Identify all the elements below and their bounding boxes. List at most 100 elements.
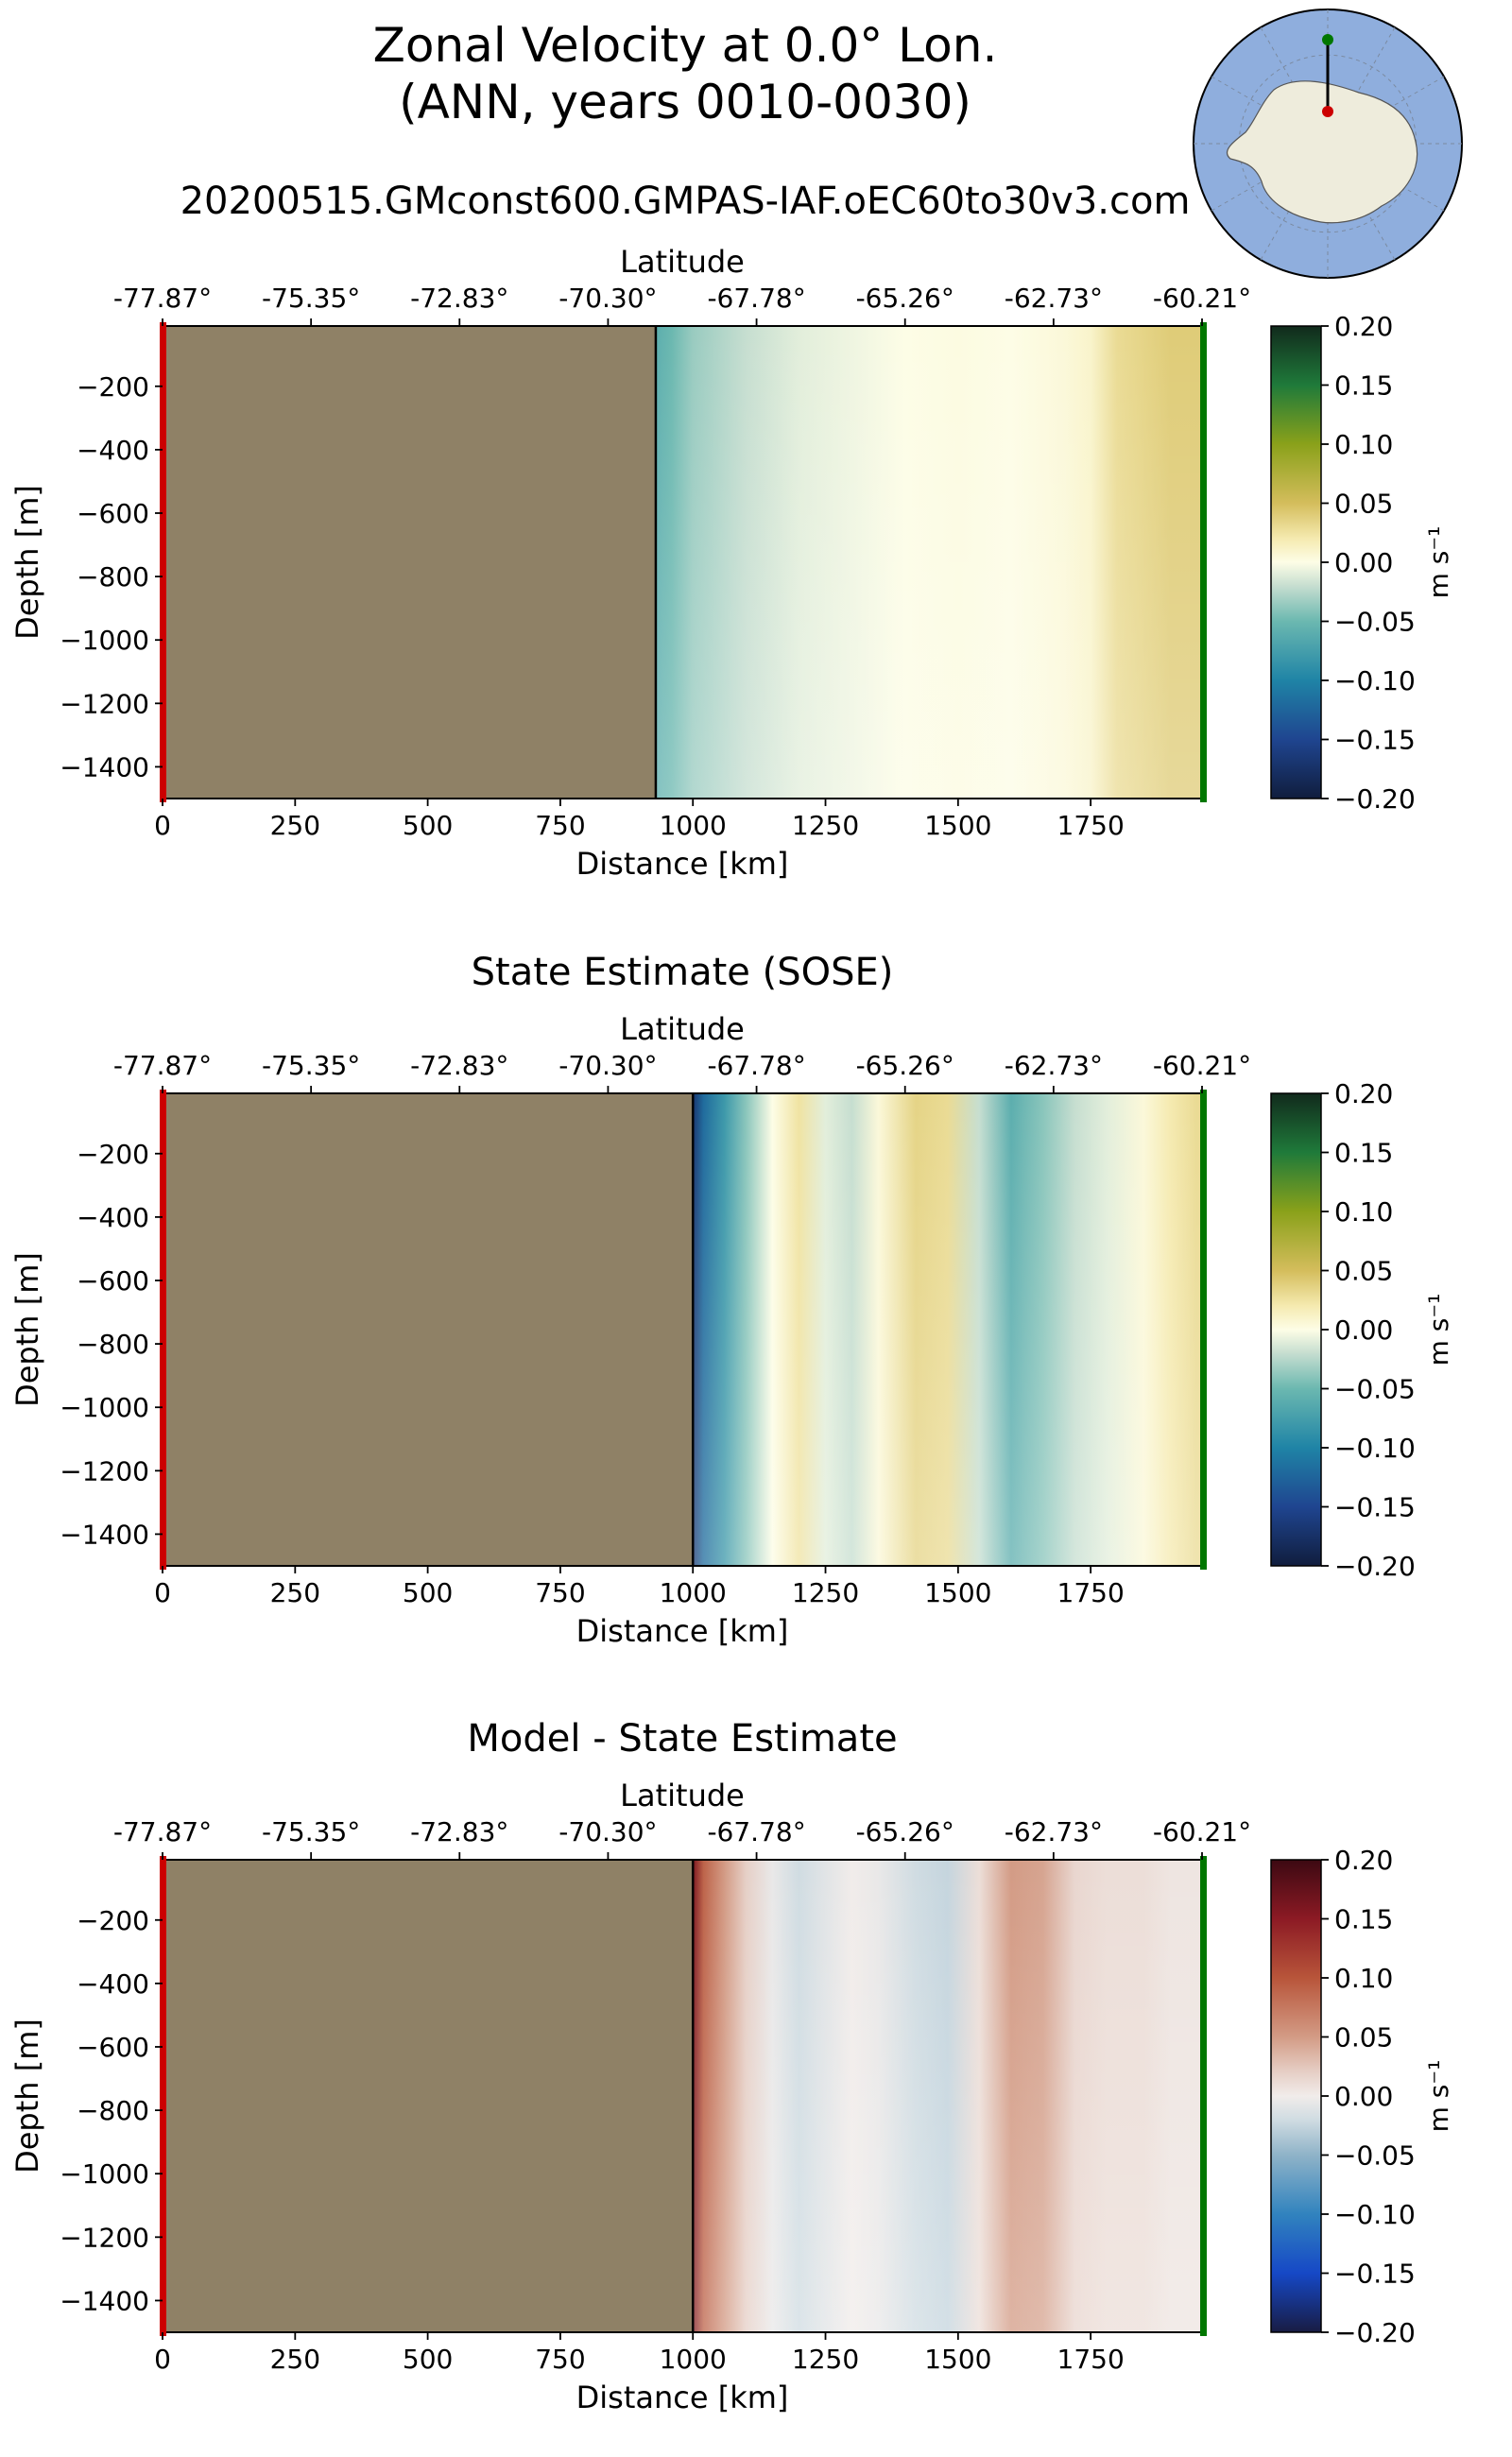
x-axis-label: Distance [km] [576,2380,789,2415]
panel-3: Model - State Estimate 0 250 500 750 1000 1250… [9,1717,1454,2415]
top-tick-label: -60.21° [1153,1050,1251,1081]
top-axis-label: Latitude [620,244,745,280]
top-tick-label: -72.83° [410,283,508,314]
section-start-marker [160,1090,166,1570]
x-tick-label: 1750 [1057,810,1125,841]
top-tick-label: -72.83° [410,1816,508,1847]
top-tick-label: -62.73° [1005,1816,1103,1847]
figure-title-line1: Zonal Velocity at 0.0° Lon. [372,18,998,73]
top-tick-label: -67.78° [707,283,805,314]
colorbar-tick-label: 0.20 [1334,311,1393,342]
colorbar-tick-label: 0.20 [1334,1845,1393,1876]
top-tick-label: -77.87° [113,1050,212,1081]
top-axis-label: Latitude [620,1011,745,1047]
panel-1: 0 250 500 750 1000 1250 1500 1750 Distance [km] -… [9,244,1454,882]
colorbar-tick-label: 0.00 [1334,2081,1393,2112]
top-tick-label: -62.73° [1005,283,1103,314]
colorbar-tick-label: 0.10 [1334,1963,1393,1994]
land-mask [163,1860,694,2332]
inset-start-point [1322,106,1333,117]
y-tick-label: −1200 [60,688,149,719]
top-tick-label: -60.21° [1153,283,1251,314]
x-tick-label: 500 [403,810,453,841]
y-tick-label: −800 [77,1329,149,1360]
colorbar-tick-label: 0.15 [1334,1138,1393,1169]
x-tick-label: 1000 [660,810,727,841]
colorbar-tick-label: −0.05 [1334,2140,1416,2172]
x-tick-label: 250 [270,2344,320,2375]
colorbar-tick-label: 0.10 [1334,429,1393,460]
section-end-marker [1200,322,1207,802]
top-tick-label: -65.26° [856,283,954,314]
y-tick-label: −800 [77,561,149,593]
top-axis-label: Latitude [620,1778,745,1813]
x-tick-label: 0 [154,810,171,841]
top-tick-label: -70.30° [558,1816,657,1847]
top-tick-label: -62.73° [1005,1050,1103,1081]
x-tick-label: 750 [535,810,585,841]
y-tick-label: −200 [77,1139,149,1170]
colorbar [1270,1092,1322,1567]
top-tick-label: -72.83° [410,1050,508,1081]
panel-2: State Estimate (SOSE) 0 250 500 750 1000 1250 1… [9,951,1454,1649]
colorbar-tick-label: −0.10 [1334,1433,1416,1464]
top-tick-label: -77.87° [113,283,212,314]
x-axis-label: Distance [km] [576,846,789,882]
x-tick-label: 500 [403,1577,453,1608]
x-tick-label: 1000 [660,1577,727,1608]
colorbar-tick-label: 0.10 [1334,1196,1393,1228]
y-axis-label: Depth [m] [9,2019,45,2174]
colorbar-tick-label: −0.20 [1334,783,1416,815]
top-tick-label: -67.78° [707,1050,805,1081]
land-mask [163,1093,694,1566]
colorbar [1270,325,1322,799]
top-tick-label: -75.35° [262,1050,360,1081]
y-axis-label: Depth [m] [9,1252,45,1407]
y-tick-label: −1000 [60,1392,149,1423]
y-tick-label: −1400 [60,1519,149,1550]
x-tick-label: 1000 [660,2344,727,2375]
x-tick-label: 1500 [924,1577,991,1608]
y-tick-label: −1000 [60,625,149,656]
colorbar-tick-label: −0.05 [1334,607,1416,638]
x-tick-label: 1750 [1057,1577,1125,1608]
y-tick-label: −1200 [60,1455,149,1486]
section-start-marker [160,322,166,802]
x-tick-label: 1250 [792,2344,859,2375]
colorbar-label: m s⁻¹ [1423,2060,1454,2133]
y-tick-label: −1400 [60,2285,149,2316]
run-name: 20200515.GMconst600.GMPAS-IAF.oEC60to30v… [180,180,1191,223]
top-tick-label: -65.26° [856,1050,954,1081]
top-tick-label: -60.21° [1153,1816,1251,1847]
colorbar-tick-label: 0.00 [1334,1314,1393,1346]
panel-title: State Estimate (SOSE) [472,951,894,994]
colorbar-tick-label: −0.15 [1334,1492,1416,1523]
y-tick-label: −800 [77,2095,149,2126]
x-tick-label: 750 [535,2344,585,2375]
colorbar-tick-label: 0.15 [1334,1904,1393,1935]
y-tick-label: −400 [77,1202,149,1233]
y-tick-label: −1400 [60,751,149,782]
x-tick-label: 1250 [792,1577,859,1608]
x-tick-label: 1250 [792,810,859,841]
top-tick-label: -70.30° [558,1050,657,1081]
top-tick-label: -75.35° [262,283,360,314]
depth-shading [693,1860,1202,2332]
x-tick-label: 1500 [924,810,991,841]
colorbar-tick-label: −0.15 [1334,2259,1416,2290]
x-tick-label: 1500 [924,2344,991,2375]
figure-title-line2: (ANN, years 0010-0030) [399,75,971,129]
top-tick-label: -75.35° [262,1816,360,1847]
y-tick-label: −600 [77,1265,149,1297]
top-tick-label: -70.30° [558,283,657,314]
colorbar-tick-label: 0.00 [1334,547,1393,578]
section-end-marker [1200,1090,1207,1570]
x-tick-label: 0 [154,2344,171,2375]
section-start-marker [160,1856,166,2336]
colorbar-label: m s⁻¹ [1423,526,1454,599]
colorbar-tick-label: −0.10 [1334,2199,1416,2230]
colorbar-tick-label: 0.05 [1334,2022,1393,2053]
colorbar-tick-label: −0.20 [1334,1551,1416,1582]
depth-shading [655,326,1202,799]
